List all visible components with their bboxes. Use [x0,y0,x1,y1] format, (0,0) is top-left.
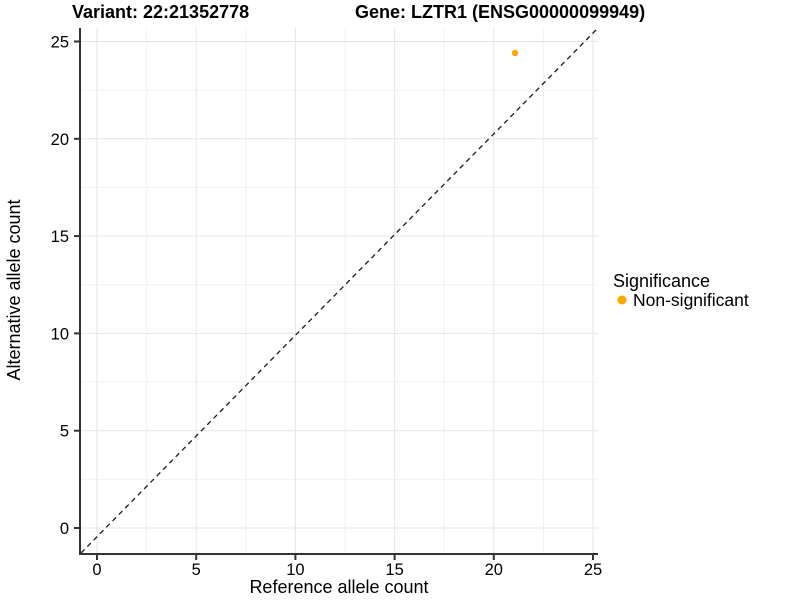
y-tick-label: 15 [51,228,69,246]
y-tick-labels: 0 5 10 15 20 25 [51,34,69,539]
x-tick-labels: 0 5 10 15 20 25 [92,561,602,579]
x-tick-label: 0 [92,561,101,579]
x-tick-marks [96,554,594,560]
x-axis-label: Reference allele count [249,577,428,597]
identity-reference-line [80,27,599,554]
x-tick-label: 10 [286,561,304,579]
y-tick-label: 10 [51,325,69,343]
y-tick-label: 20 [51,131,69,149]
y-tick-label: 0 [60,520,69,538]
legend-key-dot [617,295,627,305]
x-tick-label: 25 [584,561,602,579]
plot-title-variant: Variant: 22:21352778 [72,2,249,22]
y-tick-label: 5 [60,423,69,441]
legend-item-label: Non-significant [633,290,749,310]
minor-gridlines [81,28,598,553]
major-gridlines [81,28,598,553]
x-tick-label: 15 [385,561,403,579]
x-tick-label: 5 [192,561,201,579]
legend-title: Significance [613,271,710,291]
axis-lines [79,28,598,555]
y-axis-label: Alternative allele count [4,199,24,380]
y-tick-label: 25 [51,34,69,52]
data-point [511,49,519,57]
plot-title-gene: Gene: LZTR1 (ENSG00000099949) [355,2,645,22]
legend: Significance Non-significant [613,271,749,310]
y-tick-marks [74,40,80,529]
x-tick-label: 20 [485,561,503,579]
